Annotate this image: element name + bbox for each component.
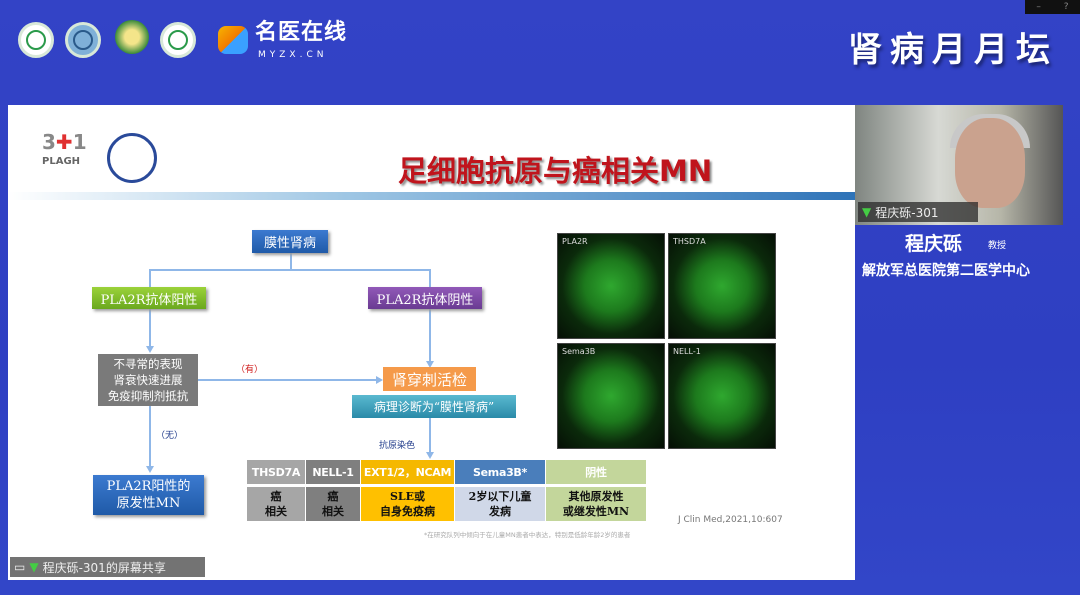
table-header: 阴性: [546, 460, 646, 484]
plagh-logo: 3✚1 PLAGH: [38, 130, 98, 168]
connector: [429, 418, 431, 454]
micrograph-pla2r: PLA2R: [557, 233, 665, 339]
flow-root: 膜性肾病: [252, 230, 328, 253]
stain-label: 抗原染色: [379, 441, 416, 451]
flow-unusual-presentation: 不寻常的表现 肾衰快速进展 免疫抑制剂抵抗: [98, 354, 198, 406]
minimize-button[interactable]: –: [1036, 2, 1041, 12]
speaker-video-label: ▼ 程庆砾-301: [858, 202, 978, 222]
slide-header-bar: [8, 192, 855, 200]
myzx-logo-icon: [218, 26, 248, 54]
screen-share-label: ▭ ▼ 程庆砾-301的屏幕共享: [10, 557, 205, 577]
mic-icon: ▼: [29, 560, 39, 574]
micrograph-sema3b: Sema3B: [557, 343, 665, 449]
connector: [149, 269, 430, 271]
connector: [429, 269, 431, 287]
share-label-text: 程庆砾-301的屏幕共享: [42, 560, 166, 575]
unusual-line: 不寻常的表现: [113, 357, 183, 371]
brand-name: 名医在线: [255, 20, 348, 45]
table-cell-line: SLE或: [389, 490, 426, 503]
micrograph-label: Sema3B: [562, 347, 596, 356]
table-header: Sema3B*: [455, 460, 545, 484]
speaker-face: [955, 118, 1025, 208]
partner-logo-4: [160, 22, 196, 58]
window-controls: – ?: [1025, 0, 1080, 14]
video-label-text: 程庆砾-301: [875, 205, 939, 220]
table-header: NELL-1: [306, 460, 360, 484]
speaker-affiliation: 解放军总医院第二医学中心: [862, 263, 1030, 279]
table-cell-line: 癌: [270, 490, 282, 503]
yes-label: （有）: [236, 365, 264, 375]
connector: [149, 269, 151, 287]
speaker-title: 教授: [988, 241, 1007, 251]
partner-logo-3: [115, 20, 149, 54]
arrow-down-icon: [426, 361, 434, 368]
micrograph-thsd7a: THSD7A: [668, 233, 776, 339]
table-cell-line: 或继发性MN: [562, 505, 630, 518]
table-cell-line: 相关: [265, 505, 287, 518]
table-cell-line: 自身免疫病: [380, 505, 435, 518]
table-cell-line: 相关: [322, 505, 344, 518]
society-logo: [107, 133, 157, 183]
micrograph-label: PLA2R: [562, 237, 588, 246]
flow-pla2r-positive: PLA2R抗体阳性: [92, 287, 206, 309]
table-cell: 癌相关: [247, 487, 305, 521]
citation: J Clin Med,2021,10:607: [678, 515, 783, 525]
footnote: *在研究队列中倾向于在儿童MN患者中表达，特别是低龄年龄2岁的患者: [424, 531, 631, 539]
flow-primary-mn: PLA2R阳性的 原发性MN: [93, 475, 204, 515]
plagh-logo-text: PLAGH: [42, 156, 81, 167]
brand-domain: MYZX.CN: [258, 50, 328, 60]
result-line: 原发性MN: [116, 496, 181, 511]
help-button[interactable]: ?: [1063, 2, 1069, 12]
micrograph-label: THSD7A: [673, 237, 706, 246]
arrow-right-icon: [376, 376, 383, 384]
screen-icon: ▭: [14, 560, 26, 574]
flow-pathology: 病理诊断为“膜性肾病”: [352, 395, 516, 418]
result-line: PLA2R阳性的: [106, 479, 191, 494]
micrograph-label: NELL-1: [673, 347, 701, 356]
partner-logo-1: [18, 22, 54, 58]
table-cell-line: 其他原发性: [568, 490, 624, 503]
connector: [429, 309, 431, 364]
mic-icon: ▼: [862, 205, 872, 219]
table-cell: 其他原发性或继发性MN: [546, 487, 646, 521]
table-cell-line: 癌: [327, 490, 339, 503]
flow-pla2r-negative: PLA2R抗体阴性: [368, 287, 482, 309]
arrow-down-icon: [146, 466, 154, 473]
plagh-emblem-icon: 3✚1: [42, 130, 87, 154]
table-header: EXT1/2，NCAM: [361, 460, 454, 484]
flow-biopsy: 肾穿刺活检: [383, 367, 476, 391]
partner-logo-2: [65, 22, 101, 58]
forum-title: 肾病月月坛: [848, 30, 1058, 70]
connector: [198, 379, 378, 381]
connector: [290, 253, 292, 269]
arrow-down-icon: [426, 452, 434, 459]
connector: [149, 309, 151, 349]
no-label: （无）: [156, 431, 184, 441]
micrograph-nell1: NELL-1: [668, 343, 776, 449]
unusual-line: 免疫抑制剂抵抗: [107, 389, 189, 403]
table-cell-line: 2岁以下儿童: [468, 490, 532, 503]
unusual-line: 肾衰快速进展: [113, 373, 183, 387]
table-cell: 2岁以下儿童 发病: [455, 487, 545, 521]
speaker-name: 程庆砾: [905, 233, 963, 255]
table-cell: SLE或自身免疫病: [361, 487, 454, 521]
table-header: THSD7A: [247, 460, 305, 484]
slide-title: 足细胞抗原与癌相关MN: [398, 154, 713, 188]
arrow-down-icon: [146, 346, 154, 353]
table-cell-line: 发病: [489, 505, 511, 518]
table-cell: 癌相关: [306, 487, 360, 521]
connector: [149, 406, 151, 468]
